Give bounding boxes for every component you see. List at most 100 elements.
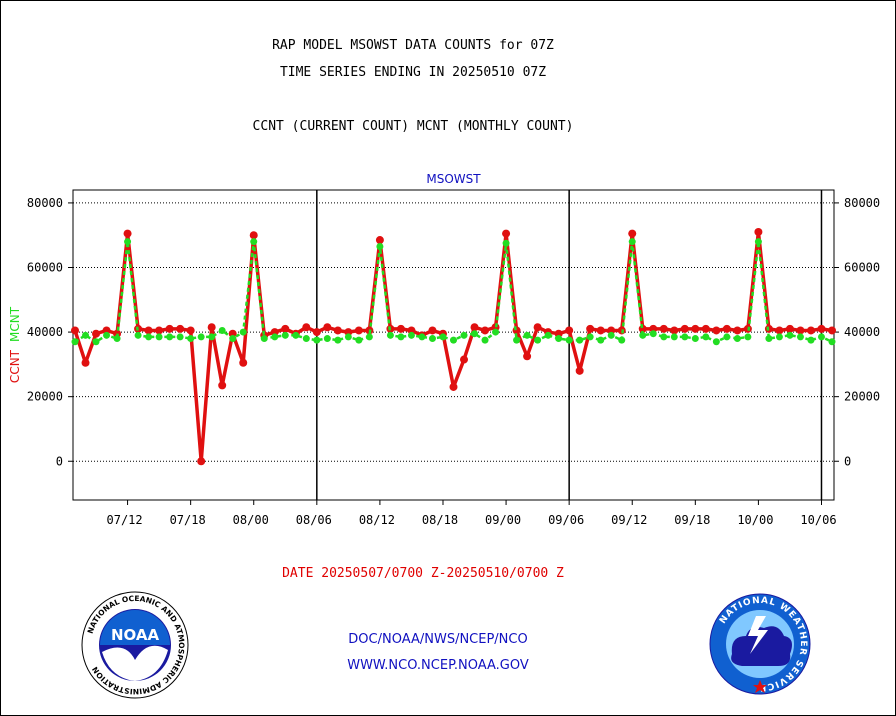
data-point-ccnt [197,457,206,466]
data-point-mcnt [260,335,268,343]
data-point-ccnt [701,324,710,333]
data-point-ccnt [470,323,479,332]
x-tick-label: 08/00 [233,513,269,527]
data-point-mcnt [439,333,447,341]
footer-org: DOC/NOAA/NWS/NCEP/NCO [348,632,528,647]
data-point-mcnt [502,239,510,247]
data-point-mcnt [786,331,794,339]
data-point-mcnt [523,331,531,339]
data-point-ccnt [659,324,668,333]
data-point-mcnt [597,336,605,344]
data-point-ccnt [207,323,216,332]
x-tick-label: 07/18 [170,513,206,527]
data-point-mcnt [817,333,825,341]
data-point-ccnt [722,324,731,333]
y-tick-label-left: 0 [56,454,63,468]
data-point-mcnt [376,243,384,251]
data-point-mcnt [702,333,710,341]
data-point-mcnt [292,331,300,339]
noaa-center-text: NOAA [111,626,160,644]
data-point-mcnt [492,328,500,336]
y-tick-label-right: 80000 [844,196,880,210]
chart-title: MSOWST [426,172,481,186]
data-point-ccnt [565,326,574,335]
data-point-ccnt [733,326,742,335]
data-point-ccnt [502,229,511,238]
data-point-mcnt [250,238,258,246]
data-point-mcnt [355,336,363,344]
date-range: DATE 20250507/0700 Z-20250510/0700 Z [282,566,564,581]
data-point-mcnt [176,333,184,341]
data-point-mcnt [155,333,163,341]
data-point-mcnt [607,331,615,339]
data-point-mcnt [407,331,415,339]
y-tick-label-left: 80000 [27,196,63,210]
data-point-ccnt [155,326,164,335]
data-point-ccnt [533,323,542,332]
data-point-mcnt [744,333,752,341]
data-point-mcnt [323,335,331,343]
data-point-ccnt [796,326,805,335]
data-point-mcnt [187,335,195,343]
data-point-mcnt [828,338,836,346]
data-point-mcnt [649,330,657,338]
data-point-ccnt [123,229,132,238]
plot-area [72,189,835,501]
data-point-mcnt [534,336,542,344]
data-point-ccnt [281,324,290,333]
data-point-mcnt [765,335,773,343]
data-point-mcnt [281,331,289,339]
nws-logo: NATIONAL WEATHER SERVICE [709,593,811,695]
data-point-ccnt [186,326,195,335]
data-point-ccnt [312,328,321,337]
y-tick-label-left: 20000 [27,390,63,404]
data-point-ccnt [817,324,826,333]
data-point-ccnt [523,352,532,361]
y-tick-label-right: 40000 [844,325,880,339]
y-tick-label-right: 60000 [844,261,880,275]
data-point-mcnt [334,336,342,344]
data-point-ccnt [806,326,815,335]
data-point-mcnt [450,336,457,344]
data-point-mcnt [82,331,90,339]
data-point-mcnt [166,333,174,341]
data-point-ccnt [249,231,258,240]
data-point-ccnt [239,358,248,367]
data-point-mcnt [365,333,373,341]
data-point-mcnt [113,335,121,343]
data-point-ccnt [428,326,437,335]
y-axis-label: CCNT MCNT [8,306,22,383]
data-point-ccnt [81,358,90,367]
data-point-mcnt [428,335,436,343]
footer-url: WWW.NCO.NCEP.NOAA.GOV [347,658,529,673]
data-point-mcnt [660,333,668,341]
data-point-mcnt [628,238,636,246]
x-tick-label: 07/12 [107,513,143,527]
data-point-ccnt [144,326,153,335]
data-point-ccnt [92,329,101,338]
data-point-mcnt [754,238,762,246]
data-point-mcnt [544,331,552,339]
data-point-ccnt [775,326,784,335]
data-point-mcnt [555,335,563,343]
data-point-mcnt [471,330,479,338]
data-point-mcnt [733,335,741,343]
data-point-mcnt [302,335,310,343]
chart-heading-1: RAP MODEL MSOWST DATA COUNTS for 07Z [272,38,554,53]
data-point-ccnt [828,326,836,335]
data-point-ccnt [754,227,763,236]
data-point-ccnt [176,324,185,333]
data-point-ccnt [670,326,679,335]
noaa-logo: NATIONAL OCEANIC AND ATMOSPHERIC ADMINIS… [81,591,189,699]
data-point-mcnt [239,328,247,336]
data-point-mcnt [208,333,216,341]
chart-heading-2: TIME SERIES ENDING IN 20250510 07Z [279,65,547,80]
data-point-ccnt [586,324,595,333]
y-axis-label-ccnt: CCNT [8,349,22,383]
data-point-mcnt [386,331,394,339]
data-point-mcnt [618,336,626,344]
data-point-ccnt [333,326,342,335]
y-tick-label-left: 60000 [27,261,63,275]
chart-heading-3: CCNT (CURRENT COUNT) MCNT (MONTHLY COUNT… [252,119,574,134]
